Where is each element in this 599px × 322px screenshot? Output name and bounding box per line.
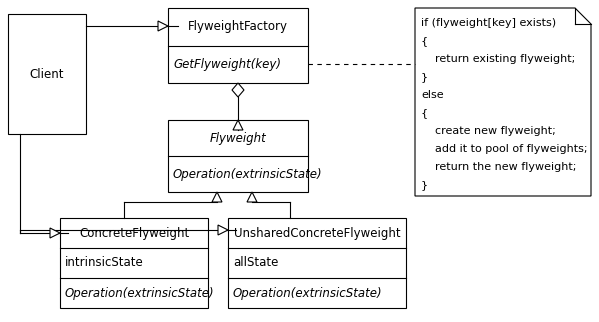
Text: GetFlyweight(key): GetFlyweight(key) <box>173 58 281 71</box>
Text: ConcreteFlyweight: ConcreteFlyweight <box>79 226 189 240</box>
Polygon shape <box>218 225 228 235</box>
Polygon shape <box>247 192 257 202</box>
Text: Operation(extrinsicState): Operation(extrinsicState) <box>233 287 383 299</box>
Text: {: { <box>421 108 428 118</box>
Text: return the new flyweight;: return the new flyweight; <box>421 162 576 172</box>
Text: return existing flyweight;: return existing flyweight; <box>421 54 575 64</box>
Polygon shape <box>158 21 168 31</box>
Text: FlyweightFactory: FlyweightFactory <box>188 20 288 33</box>
Bar <box>168 8 308 83</box>
Text: }: } <box>421 180 428 190</box>
Text: UnsharedConcreteFlyweight: UnsharedConcreteFlyweight <box>234 226 400 240</box>
Text: Client: Client <box>30 68 64 80</box>
Polygon shape <box>233 120 243 130</box>
Bar <box>168 120 308 192</box>
Text: }: } <box>421 72 428 82</box>
Text: create new flyweight;: create new flyweight; <box>421 126 556 136</box>
Bar <box>228 218 406 308</box>
Polygon shape <box>232 83 244 97</box>
Text: if (flyweight[key] exists): if (flyweight[key] exists) <box>421 18 556 28</box>
Text: Operation(extrinsicState): Operation(extrinsicState) <box>65 287 214 299</box>
Text: {: { <box>421 36 428 46</box>
Text: intrinsicState: intrinsicState <box>65 257 144 270</box>
Text: else: else <box>421 90 444 100</box>
Polygon shape <box>50 228 60 238</box>
Text: add it to pool of flyweights;: add it to pool of flyweights; <box>421 144 588 154</box>
Polygon shape <box>415 8 591 196</box>
Text: Operation(extrinsicState): Operation(extrinsicState) <box>173 167 323 181</box>
Bar <box>8 14 86 134</box>
Polygon shape <box>212 192 222 202</box>
Bar <box>60 218 208 308</box>
Text: Flyweight: Flyweight <box>210 131 267 145</box>
Text: allState: allState <box>233 257 279 270</box>
